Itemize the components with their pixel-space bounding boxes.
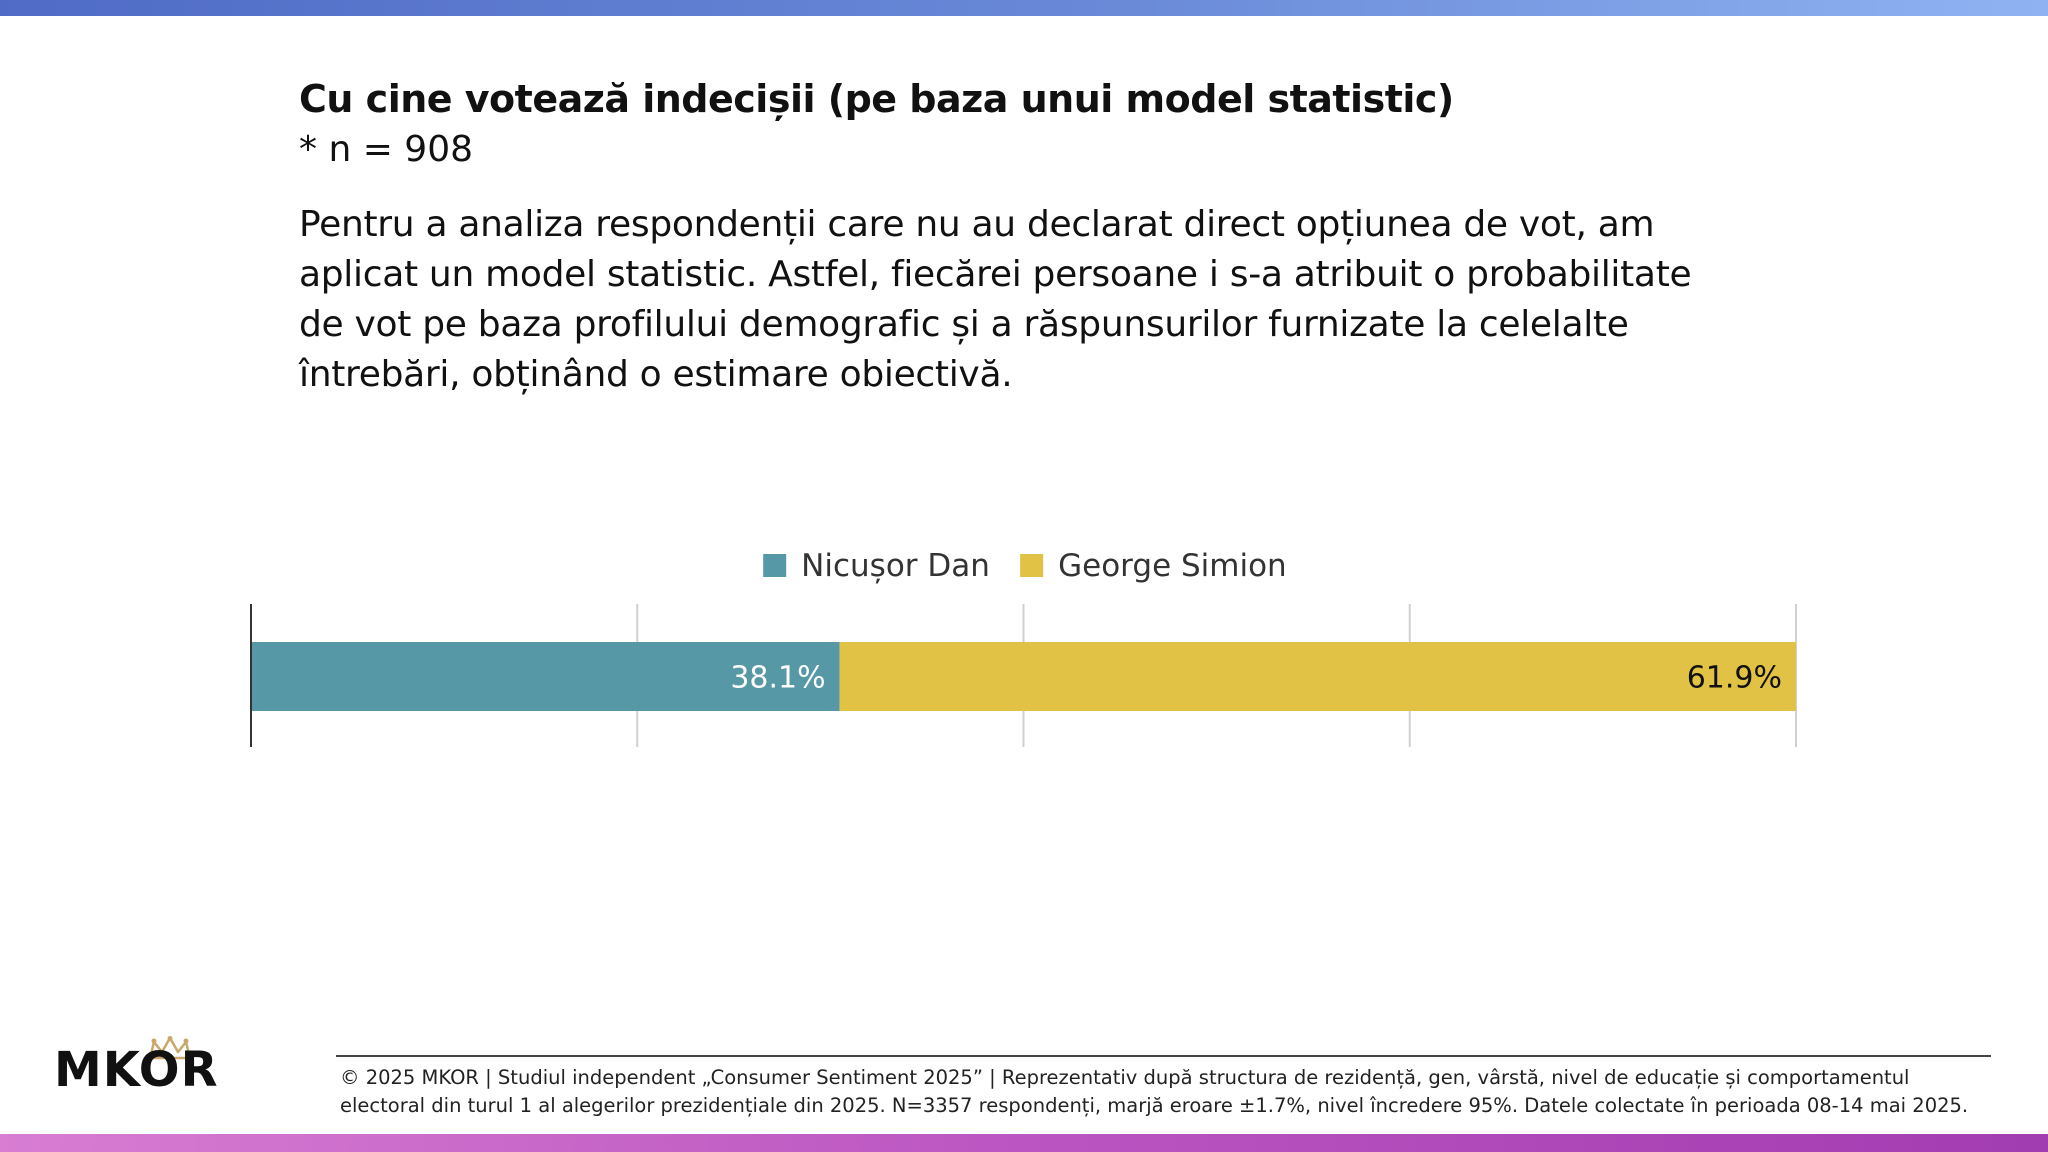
bar-segment <box>251 642 840 711</box>
footer-credits: © 2025 MKOR | Studiul independent „Consu… <box>340 1064 2000 1120</box>
bottom-accent-bar <box>0 1134 2048 1152</box>
footer-credit-line: electoral din turul 1 al alegerilor prez… <box>340 1094 1969 1117</box>
legend-swatch <box>763 554 787 577</box>
footer-credit-line: © 2025 MKOR | Studiul independent „Consu… <box>340 1066 1910 1089</box>
data-label: 61.9% <box>1687 661 1782 696</box>
description-line: Pentru a analiza respondenții care nu au… <box>299 204 1655 245</box>
top-accent-bar <box>0 0 2048 16</box>
mkor-logo: MKOR <box>54 1036 244 1098</box>
description-line: de vot pe baza profilului demografic și … <box>299 304 1629 345</box>
page-title: Cu cine votează indecișii (pe baza unui … <box>299 77 1454 121</box>
logo-text: MKOR <box>54 1042 219 1098</box>
footer-divider <box>336 1055 1991 1057</box>
legend-swatch <box>1020 554 1044 577</box>
crown-icon <box>148 1036 192 1060</box>
description-line: întrebări, obținând o estimare obiectivă… <box>299 354 1013 395</box>
sample-size: * n = 908 <box>299 129 474 170</box>
bar-segment <box>839 642 1796 711</box>
legend-label: George Simion <box>1058 548 1287 584</box>
description: Pentru a analiza respondenții care nu au… <box>299 200 1799 400</box>
data-label: 38.1% <box>730 661 825 696</box>
legend-label: Nicușor Dan <box>801 548 990 584</box>
description-line: aplicat un model statistic. Astfel, fiec… <box>299 254 1692 295</box>
